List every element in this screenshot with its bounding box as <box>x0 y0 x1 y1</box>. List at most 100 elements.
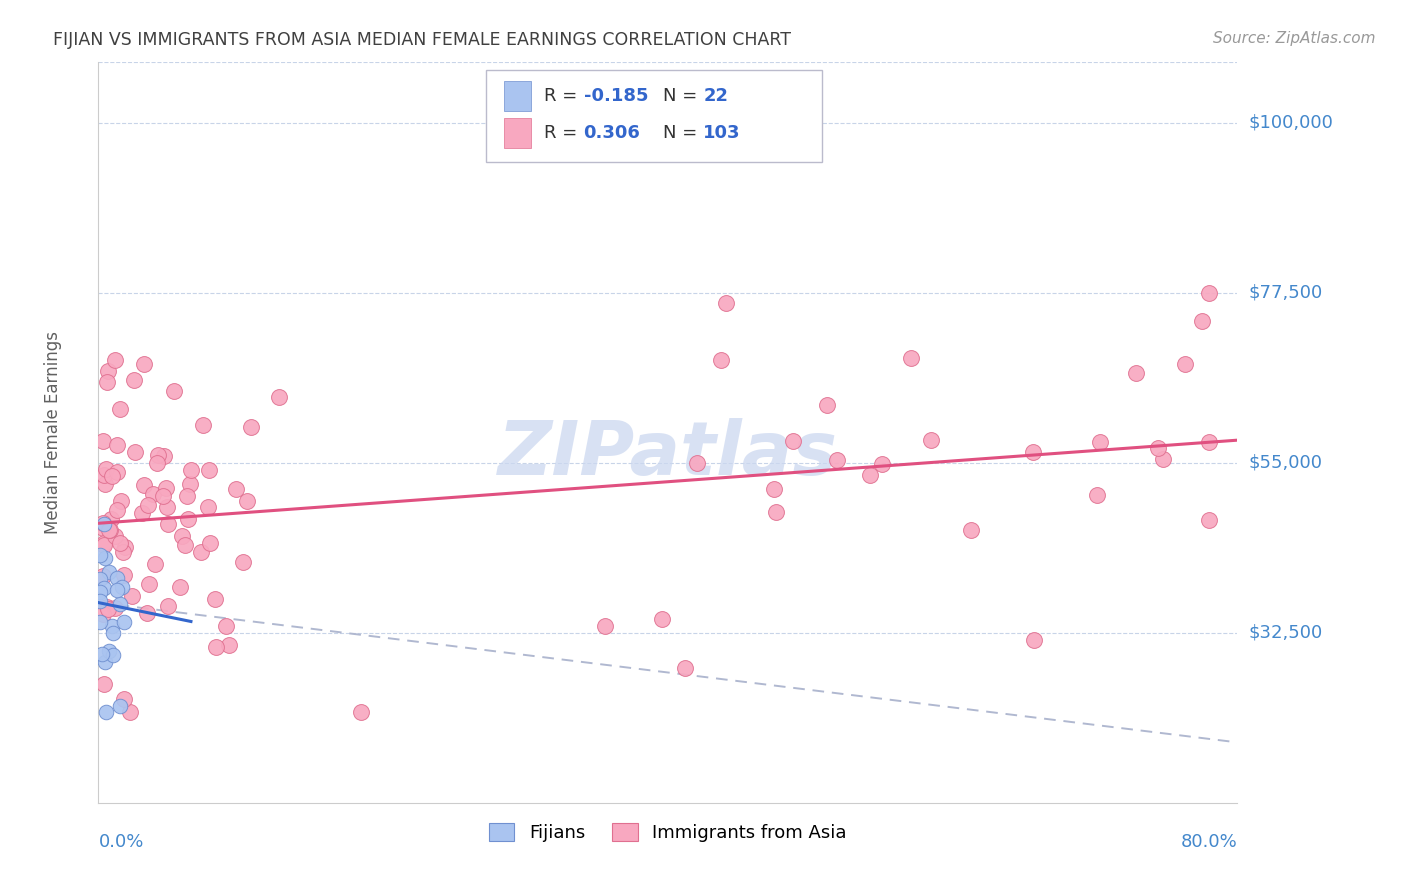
Point <box>112 568 135 582</box>
Point <box>110 402 132 417</box>
Point <box>651 612 673 626</box>
Point <box>269 390 291 404</box>
Text: 0.0%: 0.0% <box>98 833 143 851</box>
Point <box>169 580 191 594</box>
Point <box>91 607 114 622</box>
Point <box>825 453 848 467</box>
Point <box>710 353 733 368</box>
Point <box>1174 357 1197 371</box>
Point <box>1152 451 1174 466</box>
Point <box>94 705 117 719</box>
Point <box>108 598 131 612</box>
Point <box>105 438 128 452</box>
Point <box>104 600 127 615</box>
Text: -0.185: -0.185 <box>583 87 648 104</box>
Point <box>124 445 146 459</box>
Point <box>205 640 228 654</box>
Point <box>714 295 737 310</box>
Point <box>146 456 169 470</box>
Point <box>96 375 118 389</box>
Point <box>156 500 179 515</box>
Point <box>101 626 124 640</box>
Text: Median Female Earnings: Median Female Earnings <box>44 331 62 534</box>
Point <box>97 523 120 537</box>
Point <box>1024 632 1046 647</box>
Point <box>143 557 166 571</box>
Text: R =: R = <box>544 124 582 142</box>
Text: $77,500: $77,500 <box>1249 284 1323 301</box>
Point <box>94 462 117 476</box>
Point <box>155 481 177 495</box>
Point <box>93 536 115 550</box>
Point <box>110 494 132 508</box>
Point <box>1125 366 1147 380</box>
Point <box>100 469 122 483</box>
Point <box>190 545 212 559</box>
Point <box>170 529 193 543</box>
Point <box>98 644 121 658</box>
Point <box>111 581 134 595</box>
Point <box>215 619 238 633</box>
Point <box>197 463 219 477</box>
Point <box>105 503 128 517</box>
Point <box>132 357 155 371</box>
Point <box>91 569 114 583</box>
Point <box>156 517 179 532</box>
Point <box>101 619 124 633</box>
Point <box>239 420 262 434</box>
Point <box>98 565 121 579</box>
Text: N =: N = <box>664 87 703 104</box>
Point <box>198 536 221 550</box>
Text: N =: N = <box>664 124 703 142</box>
Point <box>920 434 942 448</box>
Point <box>870 457 893 471</box>
Point <box>96 599 118 614</box>
Point <box>673 661 696 675</box>
Point <box>114 540 136 554</box>
Point <box>191 417 214 432</box>
Point <box>93 677 115 691</box>
Point <box>157 599 180 614</box>
FancyBboxPatch shape <box>485 70 821 162</box>
Point <box>173 538 195 552</box>
Point <box>152 489 174 503</box>
Point <box>91 521 114 535</box>
Point <box>686 456 709 470</box>
Point <box>93 538 115 552</box>
Point <box>232 555 254 569</box>
Point <box>96 364 118 378</box>
Point <box>93 581 115 595</box>
Point <box>89 573 111 587</box>
Text: $100,000: $100,000 <box>1249 114 1333 132</box>
Point <box>121 589 143 603</box>
Point <box>94 655 117 669</box>
Legend: Fijians, Immigrants from Asia: Fijians, Immigrants from Asia <box>482 816 853 849</box>
Point <box>93 517 115 532</box>
Point <box>104 528 127 542</box>
Point <box>782 434 804 449</box>
Point <box>960 523 983 537</box>
FancyBboxPatch shape <box>503 81 531 111</box>
Point <box>180 463 202 477</box>
Text: $32,500: $32,500 <box>1249 624 1323 642</box>
Point <box>218 638 240 652</box>
Point <box>350 705 373 719</box>
Point <box>105 583 128 598</box>
Point <box>108 699 131 714</box>
Text: 22: 22 <box>703 87 728 104</box>
Text: ZIPatlas: ZIPatlas <box>498 418 838 491</box>
Point <box>105 465 128 479</box>
Text: $55,000: $55,000 <box>1249 454 1323 472</box>
Point <box>595 618 617 632</box>
Point <box>124 373 146 387</box>
Point <box>94 550 117 565</box>
Point <box>765 505 787 519</box>
Point <box>146 448 169 462</box>
Point <box>93 476 115 491</box>
Point <box>110 536 132 550</box>
Point <box>112 615 135 630</box>
Text: 103: 103 <box>703 124 741 142</box>
Point <box>138 577 160 591</box>
Point <box>1085 488 1108 502</box>
Point <box>136 498 159 512</box>
